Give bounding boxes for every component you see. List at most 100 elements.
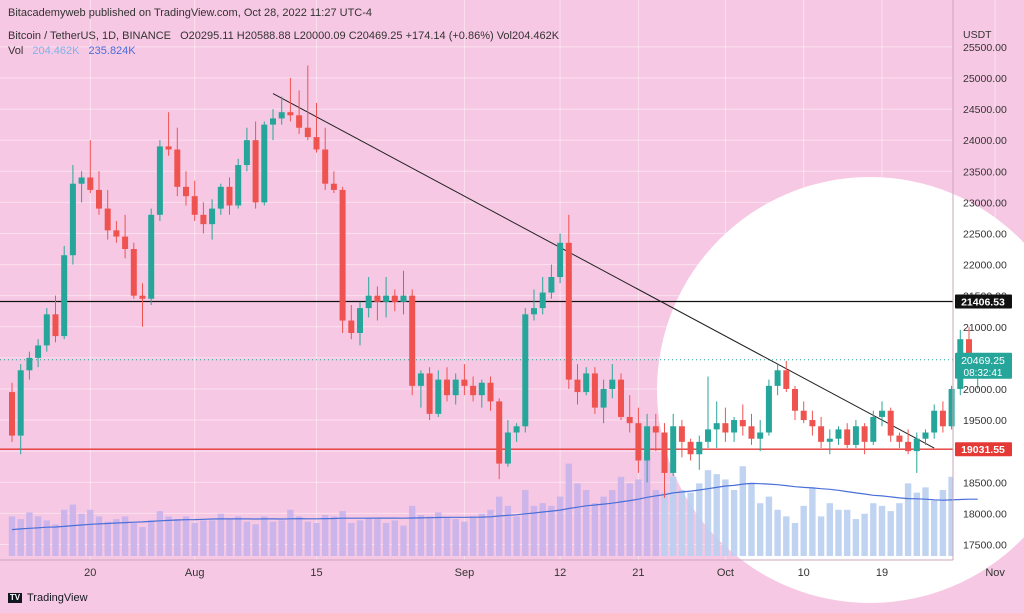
candle-body	[417, 373, 424, 386]
volume-bar	[113, 519, 120, 556]
candle-body	[9, 392, 15, 436]
candle-body	[913, 438, 920, 452]
candle	[78, 171, 85, 203]
candle-body	[270, 118, 276, 125]
candle	[69, 165, 76, 265]
candle-body	[809, 420, 816, 427]
volume-bar	[704, 470, 712, 556]
volume-bar	[896, 503, 903, 556]
candle-body	[661, 432, 668, 473]
candle	[113, 221, 120, 243]
volume-bar	[121, 516, 129, 556]
volume-bar	[200, 520, 207, 556]
candle-body	[278, 112, 285, 119]
candle-body	[52, 314, 59, 337]
volume-bar	[339, 511, 346, 556]
volume-bar	[139, 526, 146, 556]
volume-bar	[452, 519, 459, 556]
candle	[330, 171, 337, 194]
time-tick-label: 21	[632, 567, 644, 579]
candle	[661, 423, 668, 498]
candle-body	[35, 345, 42, 358]
candle	[870, 410, 877, 445]
volume-bar	[130, 523, 137, 556]
candle-body	[435, 379, 442, 414]
last-price-tag	[955, 352, 1012, 379]
candle	[765, 379, 772, 436]
price-tick-label: 20000.00	[963, 384, 1007, 396]
volume-bar	[295, 516, 303, 556]
price-tick-label: 17500.00	[963, 539, 1007, 551]
candle-body	[261, 124, 268, 203]
candle	[826, 429, 833, 455]
volume-bar	[609, 490, 616, 556]
time-axis[interactable]: 20 Aug 15 Sep 12 21 Oct 10 19 Nov	[84, 567, 1005, 579]
volume-ma-line	[11, 482, 978, 531]
candle	[757, 420, 764, 452]
volume-bar	[252, 524, 259, 556]
price-tick-label: 21000.00	[963, 322, 1007, 334]
candle-body	[626, 416, 633, 424]
candle-body	[783, 370, 790, 389]
volume-label[interactable]: Vol	[8, 45, 24, 57]
candle	[470, 376, 477, 402]
volume-bar	[522, 490, 529, 556]
candle-body	[896, 435, 903, 442]
candle-body	[61, 255, 68, 337]
candle	[557, 233, 564, 284]
volume-bar	[583, 490, 590, 556]
volume-bar	[356, 520, 364, 556]
candle-body	[792, 388, 798, 411]
volume-bar	[643, 457, 651, 556]
volume-bar	[278, 520, 285, 556]
candle-body	[296, 115, 303, 128]
candle	[678, 420, 685, 458]
candle	[948, 385, 955, 430]
candle-body	[252, 140, 259, 203]
candle-body	[444, 379, 450, 396]
brand-name[interactable]: TradingView	[27, 592, 88, 604]
symbol-name[interactable]: Bitcoin / TetherUS, 1D, BINANCE	[8, 30, 172, 42]
candle	[531, 289, 537, 321]
candle-body	[557, 242, 564, 278]
candle	[61, 245, 68, 340]
candle-body	[879, 410, 885, 417]
candle-body	[844, 429, 851, 445]
volume-value: 204.462K	[32, 45, 80, 57]
candle	[809, 410, 816, 436]
candle	[96, 171, 102, 215]
volume-bar	[687, 492, 694, 556]
candle-body	[678, 426, 685, 442]
candle-body	[496, 401, 503, 464]
volume-bar	[548, 505, 555, 556]
candle	[35, 339, 42, 368]
volume-bar	[939, 490, 947, 556]
candle	[504, 420, 511, 467]
price-tick-label: 23000.00	[963, 197, 1007, 209]
volume-bar	[313, 523, 320, 556]
candle-body	[357, 308, 363, 333]
candle	[696, 435, 703, 470]
candle-body	[504, 432, 511, 464]
volume-bar	[635, 479, 642, 556]
volume-bar	[330, 516, 338, 556]
time-tick-label: 19	[876, 567, 888, 579]
candle-body	[330, 183, 337, 190]
volume-bar	[783, 516, 790, 556]
volume-bar	[61, 509, 68, 556]
volume-bar	[8, 516, 16, 556]
candle-body	[513, 426, 520, 433]
volume-bar	[574, 483, 581, 556]
candle-body	[165, 146, 172, 150]
volume-bar	[904, 483, 912, 556]
candle-body	[687, 441, 694, 455]
candle-body	[705, 429, 711, 442]
candle	[461, 364, 468, 396]
candle-body	[905, 441, 912, 452]
volume-bar	[478, 513, 485, 556]
candle	[670, 413, 677, 477]
candle-body	[461, 379, 468, 386]
candle	[417, 370, 424, 408]
volume-bar	[235, 516, 242, 556]
